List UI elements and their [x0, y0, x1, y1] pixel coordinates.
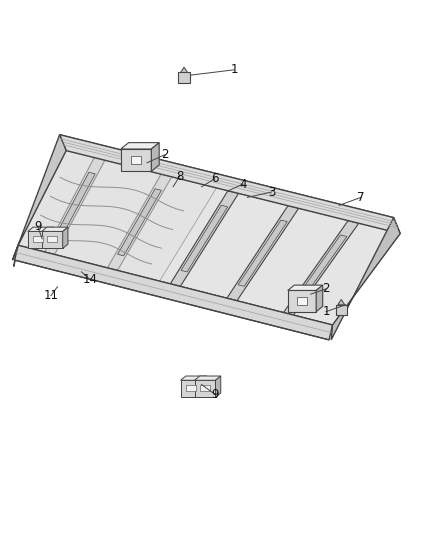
Text: 7: 7: [357, 191, 365, 204]
Text: 1: 1: [322, 305, 330, 318]
Polygon shape: [18, 245, 332, 328]
Polygon shape: [288, 290, 316, 312]
Polygon shape: [283, 221, 359, 315]
Polygon shape: [194, 376, 221, 380]
Polygon shape: [18, 151, 216, 281]
Polygon shape: [181, 205, 228, 272]
Polygon shape: [28, 231, 49, 248]
Text: 9: 9: [34, 220, 42, 233]
Polygon shape: [194, 380, 215, 397]
Polygon shape: [121, 149, 151, 171]
Text: 14: 14: [83, 273, 98, 286]
Polygon shape: [60, 135, 400, 233]
Text: 2: 2: [322, 282, 330, 295]
Polygon shape: [47, 236, 57, 243]
Text: 2: 2: [161, 148, 168, 161]
Polygon shape: [178, 72, 190, 83]
Polygon shape: [180, 380, 201, 397]
Polygon shape: [338, 300, 345, 305]
Polygon shape: [151, 143, 159, 171]
Polygon shape: [14, 245, 18, 266]
Polygon shape: [201, 376, 207, 397]
Polygon shape: [107, 174, 172, 270]
Polygon shape: [63, 227, 68, 248]
Text: 3: 3: [268, 185, 275, 199]
Text: 9: 9: [211, 387, 219, 401]
Polygon shape: [14, 245, 332, 340]
Polygon shape: [42, 231, 63, 248]
Text: 1: 1: [230, 63, 238, 76]
Polygon shape: [288, 285, 323, 290]
Polygon shape: [33, 236, 43, 243]
Polygon shape: [297, 297, 307, 305]
Polygon shape: [238, 220, 287, 286]
Polygon shape: [60, 135, 394, 222]
Polygon shape: [295, 235, 347, 301]
Polygon shape: [180, 67, 187, 72]
Polygon shape: [12, 135, 66, 260]
Polygon shape: [336, 305, 347, 316]
Polygon shape: [180, 376, 207, 380]
Polygon shape: [131, 156, 141, 164]
Polygon shape: [331, 217, 400, 340]
Polygon shape: [45, 158, 105, 254]
Polygon shape: [186, 384, 196, 391]
Polygon shape: [49, 227, 54, 248]
Text: 4: 4: [239, 177, 247, 191]
Text: 8: 8: [176, 169, 184, 183]
Polygon shape: [117, 189, 162, 256]
Text: 6: 6: [211, 172, 219, 185]
Text: 11: 11: [43, 289, 58, 302]
Polygon shape: [54, 172, 95, 240]
Polygon shape: [170, 191, 239, 286]
Polygon shape: [200, 384, 210, 391]
Polygon shape: [227, 206, 299, 301]
Polygon shape: [28, 227, 54, 231]
Polygon shape: [215, 376, 221, 397]
Polygon shape: [42, 227, 68, 231]
Polygon shape: [316, 285, 323, 312]
Polygon shape: [121, 143, 159, 149]
Polygon shape: [18, 151, 400, 325]
